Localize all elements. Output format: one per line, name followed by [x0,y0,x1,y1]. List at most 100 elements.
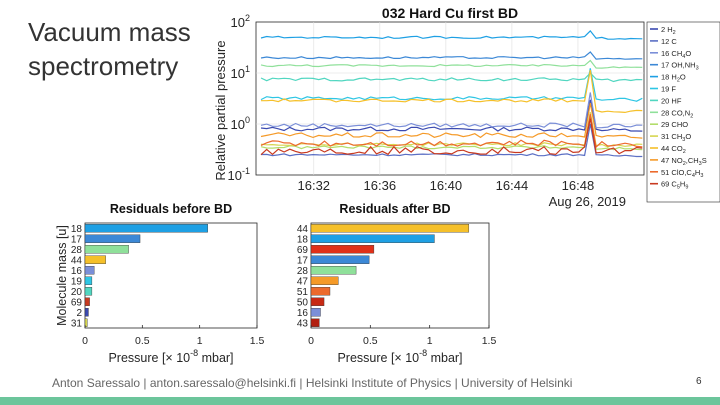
category-label: 18 [71,224,83,235]
x-tick-label: 16:48 [562,178,595,193]
category-label: 28 [71,245,83,256]
bar [310,287,331,296]
bar [310,255,370,264]
category-label: 50 [297,297,309,308]
legend-label: 69 C5H9 [661,180,688,191]
legend-label: 28 CO,N2 [661,108,693,119]
legend-label: 12 C [661,37,677,46]
bar [84,245,129,254]
legend-label: 51 ClO,C4H3 [661,168,703,179]
category-label: 16 [297,308,309,319]
category-label: 16 [71,266,83,277]
legend-label: 20 HF [661,96,682,105]
bar [310,308,321,317]
series-line [260,59,643,69]
series-line [260,72,643,83]
page-number: 6 [696,376,702,387]
bar [84,287,93,296]
category-label: 47 [297,276,309,287]
bar [310,318,320,327]
series-line [260,99,643,132]
chart-title: Residuals before BD [110,202,232,216]
y-tick-label: 102 [231,13,250,30]
chart-title: 032 Hard Cu first BD [382,5,518,21]
bar [310,297,325,306]
x-tick-label: 0 [82,335,88,347]
bar [310,234,435,243]
series-line [260,102,643,139]
slide-title-line2: spectrometry [28,51,179,81]
series-line [260,30,643,40]
bar [84,297,90,306]
series-line [260,92,643,129]
series-line [260,123,643,158]
series-line [260,118,643,156]
x-tick-label: 1 [197,335,203,347]
legend-label: 44 CO2 [661,144,686,155]
y-axis-label: Molecule mass [u] [55,225,69,326]
x-tick-label: 0.5 [363,335,378,347]
series-line [260,51,643,60]
series-line [260,116,643,151]
category-label: 31 [71,318,83,329]
y-tick-label: 101 [231,64,250,81]
category-label: 69 [71,297,83,308]
bar [84,224,208,233]
category-label: 19 [71,276,83,287]
category-label: 17 [71,234,83,245]
legend-label: 29 CHO [661,120,688,129]
bar [84,234,141,243]
category-label: 17 [297,255,309,266]
category-label: 18 [297,234,309,245]
legend-label: 18 H2O [661,73,686,84]
legend-label: 17 OH,NH3 [661,61,699,72]
x-tick-label: 16:32 [298,178,331,193]
x-tick-label: 1.5 [250,335,265,347]
bar [84,266,95,275]
legend-label: 2 H2 [661,25,676,36]
category-label: 43 [297,318,309,329]
category-label: 20 [71,287,83,298]
category-label: 69 [297,245,309,256]
chart-title: Residuals after BD [339,202,450,216]
y-tick-label: 100 [231,115,250,132]
footer-text: Anton Saressalo | anton.saressalo@helsin… [52,376,573,390]
partial-pressure-chart: 102 101 100 10-1 16:32 16:36 16:40 16:44 16:48Au… [213,5,720,209]
bar [84,255,106,264]
series-line [261,69,643,114]
slide-title: Vacuum mass spectrometry [28,15,191,83]
x-tick-label: 16:36 [364,178,397,193]
bar [84,318,88,327]
category-label: 28 [297,266,309,277]
slide-title-line1: Vacuum mass [28,17,191,47]
legend-label: 47 NO2,CH3S [661,156,707,167]
legend-label: 16 CH4O [661,49,691,60]
legend-label: 31 CH3O [661,132,691,143]
x-tick-label: 1 [427,335,433,347]
bar [310,266,357,275]
x-tick-label: 16:40 [430,178,463,193]
x-axis-label: Pressure [× 10-8 mbar] [108,348,233,365]
x-tick-label: 0 [308,335,314,347]
category-label: 51 [297,287,309,298]
category-label: 2 [76,308,82,319]
x-tick-label: 0.5 [135,335,150,347]
legend-box [646,21,720,203]
x-tick-label: 16:44 [496,178,529,193]
bar [310,224,470,233]
bar [84,276,93,285]
bar [310,245,375,254]
y-tick-label: 10-1 [228,166,250,183]
bottom-accent-bar [0,397,720,405]
y-axis-label: Relative partial pressure [213,40,228,180]
series-line [260,113,643,149]
x-axis-label: Pressure [× 10-8 mbar] [337,348,462,365]
category-label: 44 [297,224,309,235]
bar [84,308,89,317]
date-label: Aug 26, 2019 [549,194,626,209]
category-label: 44 [71,255,83,266]
legend-label: 19 F [661,85,676,94]
bar [310,276,339,285]
